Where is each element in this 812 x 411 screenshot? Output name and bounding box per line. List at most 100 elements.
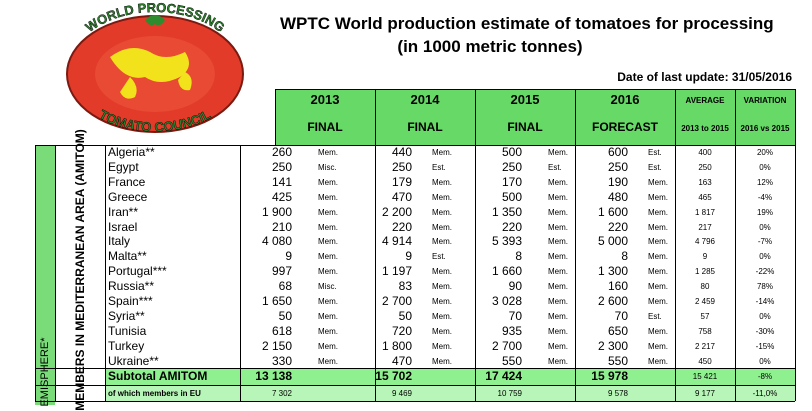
source: Mem. [648, 237, 668, 247]
production-value: 500 [501, 145, 522, 159]
subtotal-band [105, 368, 795, 385]
production-value: 5 393 [491, 234, 522, 249]
source: Mem. [548, 148, 568, 157]
production-value: 179 [391, 174, 412, 189]
source: Est. [648, 162, 662, 172]
source: Mem. [318, 207, 338, 217]
production-value: 600 [607, 145, 628, 159]
source: Mem. [432, 341, 452, 351]
average-sub: 2013 to 2015 [681, 124, 729, 133]
source: Mem. [548, 326, 568, 336]
row-rule [35, 401, 795, 402]
variation-value: -4% [757, 192, 773, 202]
source: Mem. [648, 207, 668, 217]
source: Est. [548, 162, 562, 172]
source: Mem. [548, 237, 568, 247]
country: Syria** [108, 308, 145, 323]
year-header: 2016 [610, 92, 640, 107]
source: Mem. [432, 207, 452, 217]
source: Mem. [318, 177, 338, 187]
source: Mem. [548, 356, 568, 366]
year-header: 2013 [310, 92, 340, 107]
update-date: Date of last update: 31/05/2016 [617, 70, 792, 84]
source: Misc. [318, 282, 337, 292]
source: Mem. [648, 222, 668, 232]
production-value: 170 [501, 174, 522, 189]
variation-header: VARIATION [743, 96, 787, 105]
production-value: 2 700 [381, 294, 412, 308]
production-value: 2 150 [261, 338, 292, 353]
column-rule [675, 89, 676, 401]
production-value: 4 080 [261, 234, 292, 249]
source: Mem. [548, 341, 568, 351]
production-value: 470 [391, 189, 412, 204]
source: Mem. [432, 192, 452, 202]
column-rule [240, 145, 241, 401]
status-header: FINAL [407, 120, 443, 134]
column-rule [375, 89, 376, 401]
year-header: 2014 [410, 92, 440, 107]
production-value: 1 350 [491, 204, 522, 219]
country: Turkey [108, 338, 145, 353]
production-value: 90 [508, 279, 522, 294]
source: Mem. [318, 148, 338, 157]
production-value: 425 [271, 189, 292, 204]
status-header: FORECAST [592, 120, 658, 134]
hemisphere-band [35, 145, 55, 405]
source: Mem. [318, 267, 338, 277]
production-value: 997 [271, 264, 292, 279]
average-value: 217 [698, 222, 712, 232]
source: Est. [648, 148, 662, 157]
production-value: 250 [391, 159, 412, 174]
source: Mem. [648, 326, 668, 336]
country: Russia** [108, 279, 155, 294]
average-value: 2 217 [694, 341, 716, 351]
source: Mem. [432, 326, 452, 336]
production-value: 618 [271, 323, 292, 338]
source: Est. [648, 311, 662, 321]
production-value: 220 [607, 219, 628, 234]
status-header: FINAL [507, 120, 543, 134]
production-value: 9 [285, 249, 292, 264]
year-header: 2015 [510, 92, 540, 107]
column-rule [35, 145, 36, 401]
country: Egypt [108, 159, 139, 174]
production-value: 330 [271, 353, 292, 368]
source: Mem. [548, 267, 568, 277]
production-value: 550 [501, 353, 522, 368]
production-value: 550 [607, 353, 628, 368]
production-value: 650 [607, 323, 628, 338]
source: Mem. [318, 252, 338, 262]
variation-value: 0% [759, 162, 771, 172]
total-value: 9 469 [391, 389, 412, 398]
production-value: 1 650 [261, 294, 292, 308]
group-label: MEMBERS IN MEDITERRANEAN AREA (AMITOM) [73, 129, 87, 411]
average-header: AVERAGE [685, 96, 725, 105]
average-value: 465 [698, 192, 712, 202]
production-value: 3 028 [491, 294, 522, 308]
source: Est. [432, 252, 446, 262]
variation-value: 0% [759, 356, 771, 366]
total-value: 10 759 [497, 389, 522, 398]
average-value: 9 [702, 252, 708, 262]
variation-value: 12% [756, 177, 773, 187]
column-rule [55, 145, 56, 401]
row-rule [35, 385, 795, 386]
variation-value: -30% [755, 326, 775, 336]
production-value: 935 [501, 323, 522, 338]
source: Mem. [318, 356, 338, 366]
source: Mem. [548, 177, 568, 187]
production-value: 70 [508, 308, 522, 323]
source: Mem. [432, 148, 452, 157]
source: Mem. [432, 311, 452, 321]
total-label: of which members in EU [108, 389, 201, 398]
country: Ukraine** [108, 353, 159, 368]
source: Mem. [432, 267, 452, 277]
title: WPTC World production estimate of tomato… [280, 14, 774, 33]
source: Mem. [648, 252, 668, 262]
production-value: 190 [607, 174, 628, 189]
variation-value: 20% [756, 148, 773, 157]
average-value: 400 [698, 148, 712, 157]
country: Malta** [108, 249, 147, 264]
eu-band [105, 385, 795, 401]
